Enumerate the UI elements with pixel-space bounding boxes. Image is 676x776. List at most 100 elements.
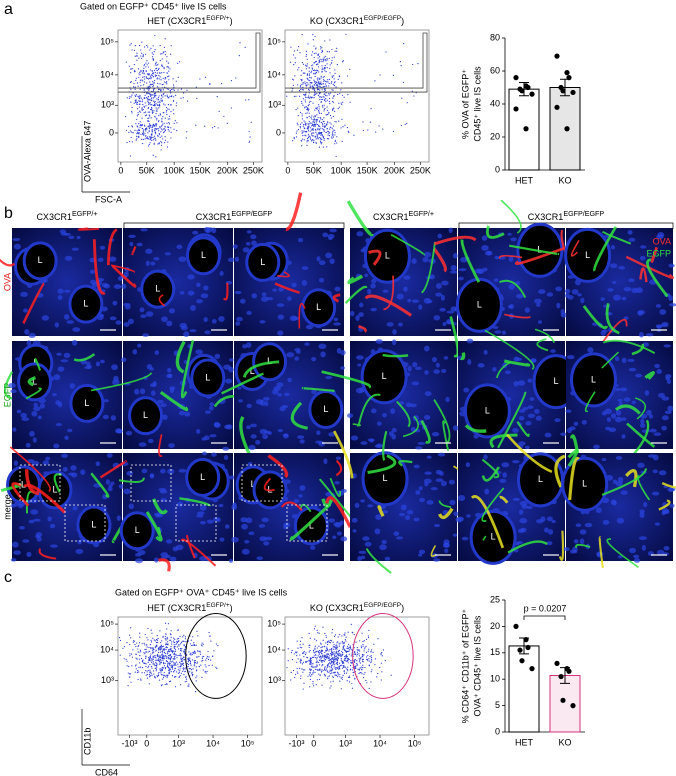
event-dot bbox=[164, 668, 167, 670]
event-dot bbox=[138, 658, 141, 660]
event-dot bbox=[304, 64, 307, 66]
event-dot bbox=[326, 59, 328, 61]
event-dot bbox=[185, 640, 187, 643]
event-dot bbox=[149, 663, 151, 666]
event-dot bbox=[186, 680, 188, 682]
event-dot bbox=[311, 82, 313, 84]
cell-streak bbox=[367, 454, 397, 474]
lumen-label: L bbox=[385, 251, 390, 261]
event-dot bbox=[144, 662, 146, 664]
nucleus bbox=[501, 330, 506, 335]
nucleus bbox=[356, 231, 364, 237]
event-dot bbox=[168, 108, 170, 110]
event-dot bbox=[341, 655, 343, 657]
event-dot bbox=[340, 653, 342, 655]
event-dot bbox=[336, 646, 338, 648]
event-dot bbox=[129, 81, 132, 83]
event-dot bbox=[312, 685, 315, 687]
y-axis-label: % OVA of EGFP⁺ bbox=[460, 69, 470, 139]
event-dot bbox=[305, 54, 308, 56]
event-dot bbox=[302, 131, 304, 133]
cell-streak bbox=[38, 548, 57, 560]
event-dot bbox=[204, 664, 206, 666]
event-dot bbox=[143, 72, 145, 74]
event-dot bbox=[329, 670, 331, 672]
nucleus bbox=[458, 268, 467, 272]
event-dot bbox=[333, 656, 336, 658]
event-dot bbox=[346, 660, 348, 662]
nucleus bbox=[298, 494, 303, 498]
event-dot bbox=[173, 113, 175, 115]
event-dot bbox=[336, 47, 338, 49]
nucleus bbox=[75, 548, 84, 555]
nucleus bbox=[512, 497, 521, 502]
event-dot bbox=[292, 669, 295, 672]
event-dot bbox=[334, 81, 336, 83]
event-dot bbox=[413, 95, 415, 97]
event-dot bbox=[304, 653, 307, 656]
event-dot bbox=[164, 662, 166, 665]
event-dot bbox=[176, 122, 178, 124]
event-dot bbox=[154, 64, 156, 66]
nucleus bbox=[97, 257, 104, 262]
cell-streak bbox=[180, 538, 217, 567]
nucleus bbox=[579, 538, 585, 545]
event-dot bbox=[147, 66, 150, 68]
event-dot bbox=[315, 52, 317, 54]
event-dot bbox=[309, 663, 312, 665]
nucleus bbox=[258, 524, 266, 528]
event-dot bbox=[135, 653, 137, 656]
y-tick-label: 0 bbox=[109, 127, 114, 137]
nucleus bbox=[140, 314, 147, 318]
event-dot bbox=[150, 629, 152, 631]
nucleus bbox=[223, 364, 231, 370]
nucleus bbox=[648, 454, 656, 458]
event-dot bbox=[307, 43, 309, 45]
event-dot bbox=[381, 671, 383, 673]
event-dot bbox=[370, 107, 372, 110]
event-dot bbox=[149, 675, 151, 677]
event-dot bbox=[306, 123, 308, 125]
nucleus bbox=[658, 470, 667, 476]
nucleus bbox=[418, 486, 423, 491]
nucleus bbox=[334, 286, 341, 292]
event-dot bbox=[201, 657, 203, 660]
nucleus bbox=[358, 550, 367, 554]
event-dot bbox=[316, 134, 318, 136]
event-dot bbox=[369, 121, 372, 123]
nucleus bbox=[433, 315, 441, 321]
event-dot bbox=[165, 647, 167, 649]
event-dot bbox=[170, 137, 172, 139]
nucleus bbox=[623, 397, 631, 402]
data-point bbox=[529, 91, 535, 97]
event-dot bbox=[309, 137, 311, 139]
event-dot bbox=[327, 641, 329, 643]
event-dot bbox=[216, 96, 218, 98]
event-dot bbox=[302, 688, 304, 690]
event-dot bbox=[340, 127, 342, 129]
event-dot bbox=[313, 62, 315, 64]
event-dot bbox=[155, 67, 157, 70]
event-dot bbox=[182, 669, 185, 671]
event-dot bbox=[163, 122, 165, 124]
cell-streak bbox=[497, 391, 527, 449]
nucleus bbox=[656, 234, 664, 240]
event-dot bbox=[314, 136, 316, 138]
event-dot bbox=[310, 70, 313, 72]
nucleus bbox=[301, 266, 309, 271]
nucleus bbox=[261, 292, 267, 297]
event-dot bbox=[355, 665, 357, 667]
event-dot bbox=[353, 647, 355, 649]
event-dot bbox=[354, 667, 356, 670]
data-point bbox=[523, 637, 529, 643]
event-dot bbox=[350, 660, 352, 662]
nucleus bbox=[126, 471, 134, 476]
event-dot bbox=[354, 651, 356, 653]
nucleus bbox=[617, 476, 624, 483]
event-dot bbox=[317, 652, 320, 654]
event-dot bbox=[318, 652, 321, 654]
plot-frame bbox=[117, 29, 263, 163]
nucleus bbox=[435, 292, 443, 297]
nucleus bbox=[629, 547, 636, 554]
nucleus bbox=[195, 349, 203, 355]
